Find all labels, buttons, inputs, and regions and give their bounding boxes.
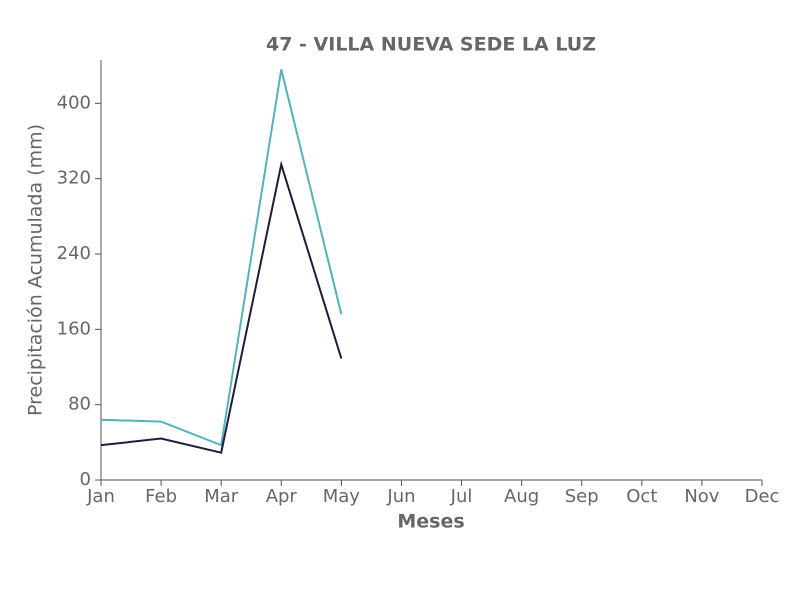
x-tick-label: May (323, 486, 361, 507)
y-tick-label: 0 (80, 469, 91, 490)
x-tick-label: Apr (266, 486, 298, 507)
x-tick-label: Oct (626, 486, 657, 507)
x-axis-label: Meses (397, 511, 464, 533)
x-tick-label: Feb (145, 486, 177, 507)
y-axis-label: Precipitación Acumulada (mm) (25, 124, 47, 416)
x-tick-label: Jan (86, 486, 115, 507)
series-line (100, 160, 343, 454)
x-tick-label: Jun (386, 486, 415, 507)
y-tick-label: 240 (57, 243, 91, 264)
y-tick-label: 320 (57, 168, 91, 189)
x-tick-label: Nov (684, 486, 719, 507)
chart-title: 47 - VILLA NUEVA SEDE LA LUZ (266, 34, 596, 56)
x-tick-label: Jul (450, 486, 473, 507)
y-tick-label: 80 (68, 394, 91, 415)
x-tick-label: Dec (745, 486, 780, 507)
x-tick-label: Sep (565, 486, 599, 507)
y-tick-label: 160 (57, 318, 91, 339)
x-tick-label: Mar (204, 486, 239, 507)
x-tick-label: Aug (504, 486, 539, 507)
y-tick-label: 400 (57, 92, 91, 113)
series-line (100, 69, 343, 447)
